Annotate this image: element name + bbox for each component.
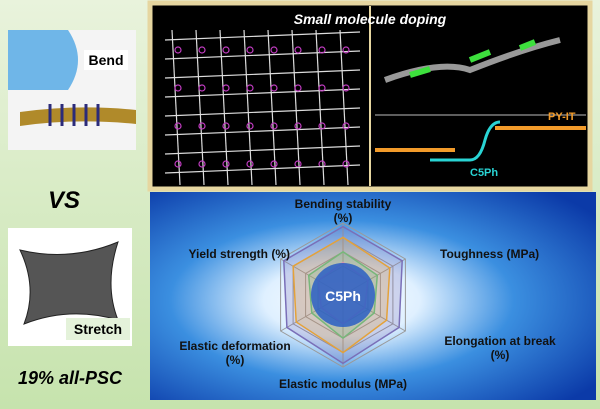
py-it-chain: [375, 126, 586, 152]
side-chain: [294, 84, 302, 92]
side-chain: [174, 160, 182, 168]
side-chain: [342, 122, 350, 130]
strand: [171, 29, 181, 186]
stripes: [48, 104, 100, 126]
panel-title: Small molecule doping: [294, 11, 447, 27]
side-chain: [174, 46, 182, 54]
strand: [339, 29, 349, 186]
strand: [164, 88, 361, 98]
vs-label: VS: [48, 187, 80, 214]
bend-label: Bend: [89, 52, 124, 68]
strand: [243, 29, 253, 186]
side-chain: [342, 46, 350, 54]
strand: [164, 145, 361, 155]
side-chain: [246, 46, 254, 54]
side-chain: [222, 160, 230, 168]
film: [19, 241, 119, 325]
strand: [195, 29, 205, 186]
strand: [164, 107, 361, 117]
axis-label: Elastic modulus (MPa): [279, 377, 407, 391]
glove: [8, 30, 78, 90]
axis-label: Bending stability (%): [295, 197, 392, 225]
dopant-highlight: [409, 39, 537, 78]
strand: [267, 29, 277, 186]
top-panel: Small molecule doping PY-IT C5Ph: [147, 0, 593, 192]
side-chain: [174, 84, 182, 92]
side-chain: [270, 84, 278, 92]
label-box: [84, 50, 128, 70]
side-chain: [318, 122, 326, 130]
axis-label: Yield strength (%): [188, 247, 290, 261]
side-chain: [246, 160, 254, 168]
radar-panel: Bending stability (%)Toughness (MPa)Elong…: [150, 192, 596, 400]
axis-label-line: (%): [334, 211, 353, 225]
axis-label-line: Elastic deformation: [179, 339, 290, 353]
side-chain: [198, 122, 206, 130]
axis-label-line: Toughness (MPa): [440, 247, 539, 261]
side-chain: [294, 122, 302, 130]
bend-photo: Bend: [8, 30, 136, 150]
footer-label: 19% all-PSC: [18, 368, 123, 388]
c5ph-label: C5Ph: [470, 167, 498, 179]
stretch-label: Stretch: [74, 321, 122, 337]
axis-label: Elastic deformation (%): [179, 339, 290, 367]
side-chain: [294, 46, 302, 54]
side-chain: [246, 122, 254, 130]
strand: [164, 126, 361, 136]
side-chain: [270, 122, 278, 130]
crab-icon: [311, 263, 375, 327]
side-chain: [222, 122, 230, 130]
side-chain: [318, 84, 326, 92]
strand: [291, 29, 301, 186]
center-label: C5Ph: [325, 288, 361, 304]
side-chain: [270, 46, 278, 54]
axis-label-line: Yield strength (%): [188, 247, 290, 261]
axis-labels: Bending stability (%)Toughness (MPa)Elong…: [179, 197, 556, 391]
label-box: [66, 318, 130, 340]
polymer-network: [164, 29, 361, 186]
axis-label: Elongation at break (%): [444, 334, 556, 362]
side-chain: [318, 46, 326, 54]
strand: [164, 164, 361, 174]
side-chain: [198, 160, 206, 168]
strand: [315, 29, 325, 186]
side-chain: [198, 84, 206, 92]
side-chain: [342, 84, 350, 92]
axis-label-line: Bending stability: [295, 197, 392, 211]
axis-label: Toughness (MPa): [440, 247, 539, 261]
strand: [164, 69, 361, 79]
strand: [164, 31, 361, 41]
axis-label-line: (%): [491, 348, 510, 362]
side-chain: [270, 160, 278, 168]
side-chain: [198, 46, 206, 54]
axis-label-line: (%): [226, 353, 245, 367]
c5ph-chain: [430, 120, 501, 162]
side-chain: [342, 160, 350, 168]
side-chain: [222, 84, 230, 92]
py-it-label: PY-IT: [548, 111, 576, 123]
axis-label-line: Elongation at break: [444, 334, 556, 348]
side-chain: [246, 84, 254, 92]
stretch-image: Stretch: [8, 228, 132, 346]
axis-label-line: Elastic modulus (MPa): [279, 377, 407, 391]
side-chain: [222, 46, 230, 54]
strand: [219, 29, 229, 186]
side-chain: [174, 122, 182, 130]
